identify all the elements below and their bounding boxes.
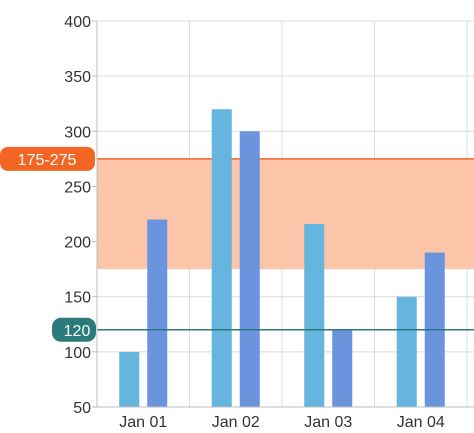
y-tick-label: 50 [73,400,91,417]
bar-s1-1 [119,351,140,407]
line-label-text: 120 [64,323,91,340]
y-axis-ticks: 50 100 150 200 250 300 350 400 [64,14,97,417]
line-label: 120 [52,317,96,342]
bar-s1-4 [396,296,417,407]
bar-s2-2 [239,131,260,408]
y-tick-label: 150 [64,290,91,307]
bars [119,109,445,408]
axes [96,21,474,408]
x-tick-label: Jan 01 [119,414,167,431]
band-label-badge [0,146,95,171]
bar-s1-2 [211,109,232,407]
x-tick-label: Jan 02 [212,414,260,431]
bar-s2-3 [332,329,353,407]
bar-s2-1 [147,219,168,407]
y-tick-label: 350 [64,69,91,86]
bar-s1-3 [304,223,325,407]
y-tick-label: 100 [64,345,91,362]
y-tick-label: 400 [64,14,91,31]
band-label: 175-275 [0,146,95,171]
y-tick-label: 200 [64,235,91,252]
y-tick-label: 250 [64,179,91,196]
x-axis-ticks: Jan 01 Jan 02 Jan 03 Jan 04 [119,414,445,431]
x-tick-label: Jan 03 [304,414,352,431]
x-tick-label: Jan 04 [397,414,445,431]
line-label-badge [52,317,96,342]
band-label-text: 175-275 [18,152,77,169]
y-tick-label: 300 [64,124,91,141]
